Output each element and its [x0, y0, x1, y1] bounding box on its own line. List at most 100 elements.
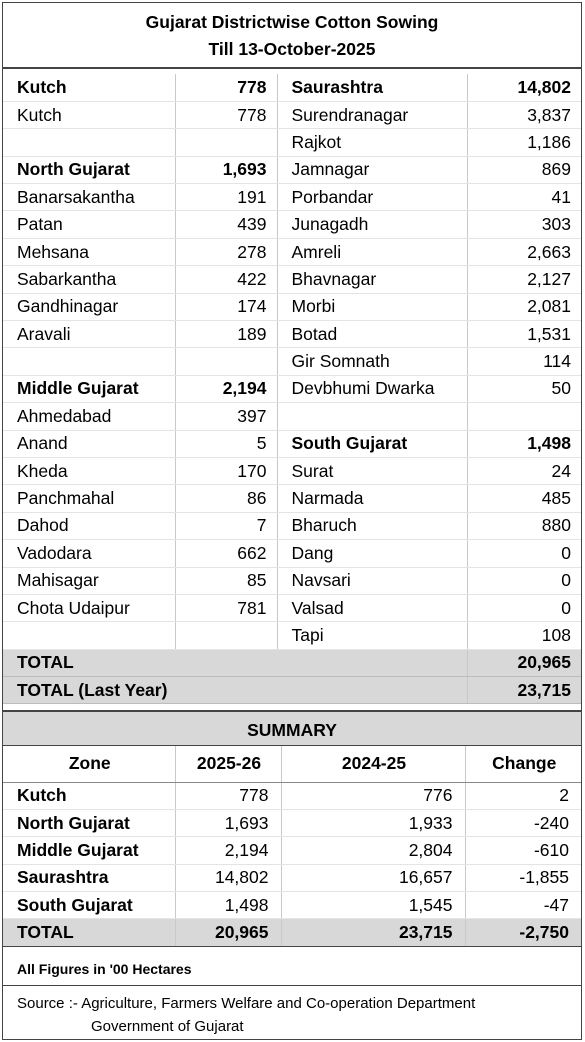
total-label: TOTAL [3, 649, 468, 678]
district-row: Aravali 189 Botad 1,531 [3, 320, 581, 349]
summary-header-row: Zone 2025-26 2024-25 Change [3, 746, 581, 783]
summary-previous: 1,545 [281, 891, 466, 920]
district-row: Sabarkantha 422 Bhavnagar 2,127 [3, 265, 581, 294]
left-district-name: Gandhinagar [3, 293, 176, 322]
right-district-name: Saurashtra [277, 74, 468, 102]
left-district-name: Mahisagar [3, 567, 176, 595]
summary-row: Kutch 778 776 2 [3, 782, 581, 810]
district-row: Dahod 7 Bharuch 880 [3, 512, 581, 541]
right-district-value: 869 [467, 156, 581, 185]
summary-zone: South Gujarat [3, 891, 176, 920]
summary-header-current: 2025-26 [175, 746, 282, 783]
summary-change: -240 [465, 809, 581, 838]
summary-title: SUMMARY [3, 710, 581, 746]
left-district-name: Kutch [3, 101, 176, 130]
report-title-main: Gujarat Districtwise Cotton Sowing [145, 12, 439, 32]
right-district-name: Junagadh [277, 210, 468, 239]
left-district-value: 85 [175, 567, 278, 595]
right-district-name: Botad [277, 320, 468, 349]
summary-previous: 16,657 [281, 864, 466, 893]
left-district-name: Vadodara [3, 539, 176, 568]
total-value: 20,965 [467, 649, 581, 678]
right-district-name: Tapi [277, 621, 468, 650]
summary-current: 778 [175, 782, 282, 810]
left-district-value: 278 [175, 238, 278, 267]
left-district-value [175, 347, 278, 376]
right-district-value: 2,081 [467, 293, 581, 322]
summary-previous: 776 [281, 782, 466, 810]
right-district-name: Morbi [277, 293, 468, 322]
left-district-name [3, 128, 176, 157]
total-last-year-value: 23,715 [467, 676, 581, 705]
district-row: Kutch 778 Saurashtra 14,802 [3, 74, 581, 102]
summary-previous: 23,715 [281, 918, 466, 947]
right-district-value: 108 [467, 621, 581, 650]
district-row: North Gujarat 1,693 Jamnagar 869 [3, 156, 581, 185]
right-district-name: Rajkot [277, 128, 468, 157]
right-district-value: 1,531 [467, 320, 581, 349]
summary-table: Zone 2025-26 2024-25 Change Kutch 778 776 2… [3, 746, 581, 947]
source-footer: Source :- Agriculture, Farmers Welfare a… [3, 985, 581, 1041]
left-district-value: 189 [175, 320, 278, 349]
right-district-name: South Gujarat [277, 430, 468, 458]
left-district-name: Kutch [3, 74, 176, 102]
right-district-name: Narmada [277, 484, 468, 513]
left-district-name: Patan [3, 210, 176, 239]
right-district-value: 1,186 [467, 128, 581, 157]
left-district-name: Mehsana [3, 238, 176, 267]
right-district-name: Devbhumi Dwarka [277, 375, 468, 404]
district-row: Kutch 778 Surendranagar 3,837 [3, 101, 581, 130]
right-district-value: 3,837 [467, 101, 581, 130]
left-district-name: Chota Udaipur [3, 594, 176, 623]
right-district-name: Dang [277, 539, 468, 568]
left-district-name: Dahod [3, 512, 176, 541]
left-district-value: 86 [175, 484, 278, 513]
left-district-value [175, 621, 278, 650]
report-title-date: Till 13-October-2025 [208, 39, 376, 59]
left-district-value: 1,693 [175, 156, 278, 185]
source-line-1: Source :- Agriculture, Farmers Welfare a… [17, 995, 476, 1012]
right-district-name: Surendranagar [277, 101, 468, 130]
summary-current: 1,498 [175, 891, 282, 920]
district-row: Tapi 108 [3, 621, 581, 650]
summary-zone: North Gujarat [3, 809, 176, 838]
left-district-name: Ahmedabad [3, 402, 176, 431]
summary-zone: Middle Gujarat [3, 836, 176, 865]
right-district-name: Gir Somnath [277, 347, 468, 376]
district-row: Chota Udaipur 781 Valsad 0 [3, 594, 581, 623]
right-district-value: 0 [467, 594, 581, 623]
summary-change: 2 [465, 782, 581, 810]
right-district-value: 2,663 [467, 238, 581, 267]
right-district-name: Jamnagar [277, 156, 468, 185]
left-district-value: 662 [175, 539, 278, 568]
summary-row: South Gujarat 1,498 1,545 -47 [3, 891, 581, 920]
right-district-name: Amreli [277, 238, 468, 267]
right-district-name: Porbandar [277, 183, 468, 212]
summary-header-zone: Zone [3, 746, 176, 783]
left-district-value: 422 [175, 265, 278, 294]
right-district-value: 0 [467, 539, 581, 568]
left-district-value: 2,194 [175, 375, 278, 404]
left-district-value: 778 [175, 74, 278, 102]
district-row: Ahmedabad 397 [3, 402, 581, 431]
right-district-name: Valsad [277, 594, 468, 623]
district-row: Vadodara 662 Dang 0 [3, 539, 581, 568]
district-row: Gir Somnath 114 [3, 347, 581, 376]
left-district-value: 5 [175, 430, 278, 458]
left-district-value [175, 128, 278, 157]
summary-previous: 2,804 [281, 836, 466, 865]
summary-current: 1,693 [175, 809, 282, 838]
summary-header-previous: 2024-25 [281, 746, 466, 783]
right-district-value: 114 [467, 347, 581, 376]
total-row: TOTAL 20,965 [3, 649, 581, 678]
summary-current: 2,194 [175, 836, 282, 865]
summary-header-change: Change [465, 746, 581, 783]
right-district-name: Surat [277, 457, 468, 486]
right-district-value: 880 [467, 512, 581, 541]
right-district-value: 50 [467, 375, 581, 404]
summary-zone: Saurashtra [3, 864, 176, 893]
left-district-name: Kheda [3, 457, 176, 486]
left-district-value: 439 [175, 210, 278, 239]
district-row: Middle Gujarat 2,194 Devbhumi Dwarka 50 [3, 375, 581, 404]
